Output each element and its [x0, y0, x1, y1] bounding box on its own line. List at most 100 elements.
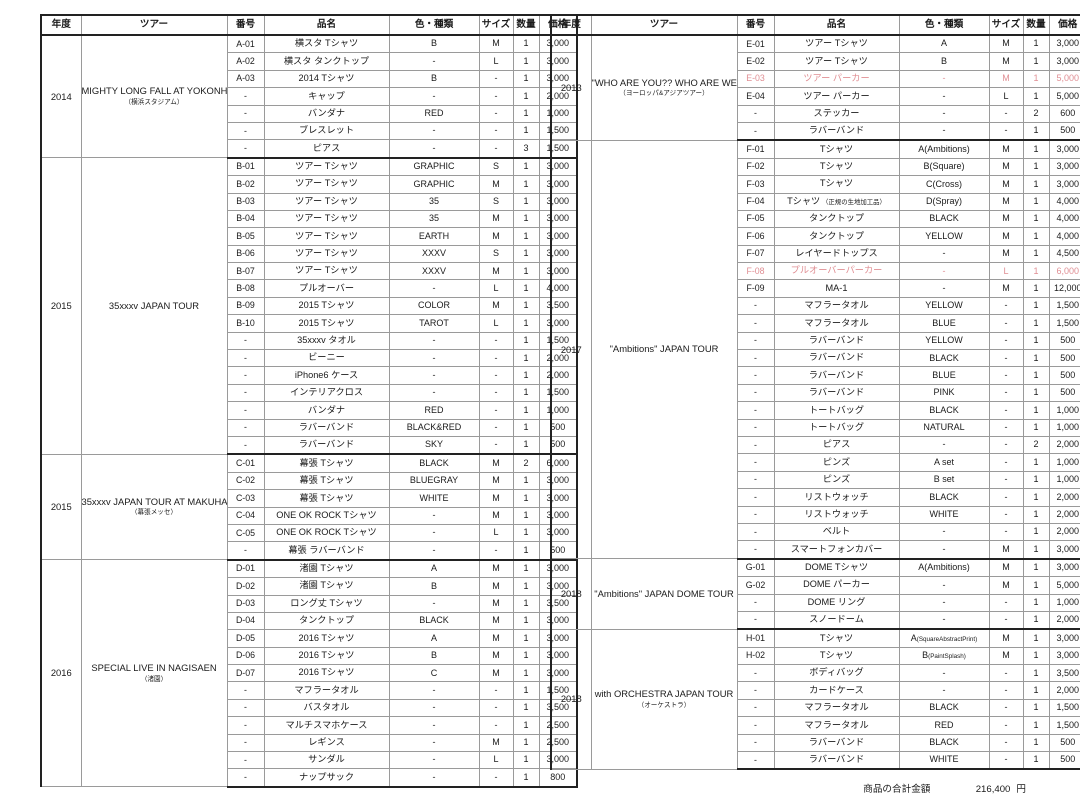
- row-item-name: ピンズ: [773, 453, 900, 472]
- row-size: M: [988, 558, 1024, 578]
- row-color-type: GRAPHIC: [388, 175, 480, 194]
- row-size: -: [988, 366, 1024, 385]
- col-header-item: 品名: [263, 14, 390, 36]
- row-size: -: [988, 664, 1024, 683]
- row-item-name: ONE OK ROCK Tシャツ: [263, 506, 390, 525]
- row-item-name: マフラータオル: [773, 296, 900, 316]
- group-year: 2017: [550, 139, 592, 560]
- row-number: F-01: [736, 139, 775, 159]
- row-quantity: 1: [1022, 331, 1050, 351]
- row-color-note: (SquareAbstractPrint): [916, 635, 978, 643]
- row-color-type: -: [388, 279, 480, 298]
- row-quantity: 1: [512, 435, 540, 456]
- row-quantity: 1: [1022, 192, 1050, 211]
- row-size: M: [988, 139, 1024, 159]
- row-price: 5,000: [1048, 87, 1080, 106]
- row-size: L: [478, 52, 514, 71]
- row-number: B-07: [226, 262, 265, 281]
- row-item-name: ラバーバンド: [773, 733, 900, 753]
- row-size: -: [988, 522, 1024, 542]
- row-number: B-04: [226, 209, 265, 229]
- row-item-name: ラバーバンド: [773, 751, 900, 771]
- row-item-name: レイヤードトップス: [773, 244, 900, 264]
- total-label: 商品の合計金額: [863, 784, 931, 795]
- row-price: 3,000: [1048, 646, 1080, 666]
- row-number: -: [736, 593, 775, 612]
- right-table-wrap: 年度 ツアー 番号 品名 色・種類 サイズ 数量 価格 2013 "WHO ARE…: [550, 14, 1080, 795]
- table-row: - リストウォッチ WHITE -1 2,000: [551, 505, 1080, 524]
- row-number: D-05: [226, 629, 265, 648]
- row-number: B-03: [226, 192, 265, 211]
- row-item-name: バンダナ: [263, 104, 390, 123]
- row-price: 500: [1048, 366, 1080, 385]
- row-color-type: -: [388, 52, 480, 71]
- row-size: M: [988, 175, 1024, 194]
- row-color-type: B: [388, 646, 480, 666]
- row-price: 1,500: [1048, 698, 1080, 718]
- row-number: -: [226, 139, 265, 159]
- row-color-type: BLACK: [388, 611, 480, 631]
- row-item-name: DOME Tシャツ: [773, 558, 900, 578]
- row-price: 12,000: [1048, 279, 1080, 298]
- row-color-type: YELLOW: [898, 227, 990, 246]
- row-color-type: -: [388, 733, 480, 753]
- row-quantity: 1: [1022, 488, 1050, 507]
- table-row: - ピアス - -3 1,500: [41, 139, 578, 159]
- row-item-name: マルチスマホケース: [263, 716, 390, 735]
- row-quantity: 1: [1022, 139, 1050, 159]
- table-row: - トートバッグ NATURAL -1 1,000: [551, 418, 1080, 437]
- row-number: C-05: [226, 523, 265, 543]
- tour-title: with ORCHESTRA JAPAN TOUR: [594, 688, 734, 700]
- row-price: 3,000: [1048, 34, 1080, 54]
- tour-title: 35xxxv JAPAN TOUR AT MAKUHARI MESSE: [81, 495, 227, 507]
- col-header-qty: 数量: [1022, 14, 1050, 36]
- row-price: 4,000: [1048, 227, 1080, 246]
- row-color-type: -: [388, 121, 480, 141]
- table-row: D-03 ロング丈 Tシャツ - M 1 3,500: [41, 594, 578, 613]
- row-number: D-07: [226, 664, 265, 683]
- table-row: B-06 ツアー Tシャツ XXXV S 1 3,000: [41, 244, 578, 264]
- grand-total: 商品の合計金額 216,400 円: [550, 781, 1042, 795]
- row-item-name: カードケース: [773, 681, 900, 700]
- total-amount: 216,400: [975, 784, 1011, 795]
- row-item-name: タンクトップ: [263, 611, 390, 631]
- col-header-no: 番号: [736, 14, 775, 36]
- col-header-color: 色・種類: [388, 14, 480, 36]
- row-quantity: 1: [1022, 314, 1050, 333]
- row-color-type: SKY: [388, 435, 480, 456]
- row-number: -: [736, 296, 775, 316]
- row-item-name: マフラータオル: [773, 314, 900, 333]
- group-tour-name: SPECIAL LIVE IN NAGISAEN （渚園）: [80, 559, 228, 788]
- row-size: M: [478, 664, 514, 683]
- row-number: D-04: [226, 611, 265, 631]
- row-item-name: Tシャツ （正規の生地加工品）: [773, 192, 900, 211]
- row-color-type: -: [388, 523, 480, 543]
- row-size: M: [478, 34, 514, 54]
- row-color-type: WHITE: [388, 489, 480, 508]
- row-color-type: B: [898, 52, 990, 71]
- table-row: F-03 Tシャツ C(Cross) M 1 3,000: [551, 175, 1080, 194]
- row-color-type: BLUE: [898, 314, 990, 333]
- table-row: D-06 2016 Tシャツ B M 1 3,000: [41, 646, 578, 666]
- row-number: -: [736, 488, 775, 507]
- row-size: M: [478, 175, 514, 194]
- row-color-type: PINK: [898, 383, 990, 403]
- row-price: 3,500: [1048, 664, 1080, 683]
- row-price: 2,000: [1048, 522, 1080, 542]
- table-row: - ベルト - -1 2,000: [551, 522, 1080, 542]
- row-number: -: [736, 349, 775, 368]
- row-size: M: [478, 453, 514, 473]
- group-year: 2015: [40, 157, 82, 455]
- row-size: M: [988, 540, 1024, 560]
- row-number: -: [736, 505, 775, 524]
- row-size: M: [988, 227, 1024, 246]
- row-quantity: 1: [512, 471, 540, 491]
- row-quantity: 1: [512, 157, 540, 177]
- table-row: F-04 Tシャツ （正規の生地加工品） D(Spray) M 1 4,000: [551, 192, 1080, 211]
- row-quantity: 1: [1022, 244, 1050, 264]
- row-color-type: -: [388, 541, 480, 561]
- row-size: -: [988, 383, 1024, 403]
- row-price: 3,000: [1048, 628, 1080, 648]
- row-color-type: COLOR: [388, 296, 480, 316]
